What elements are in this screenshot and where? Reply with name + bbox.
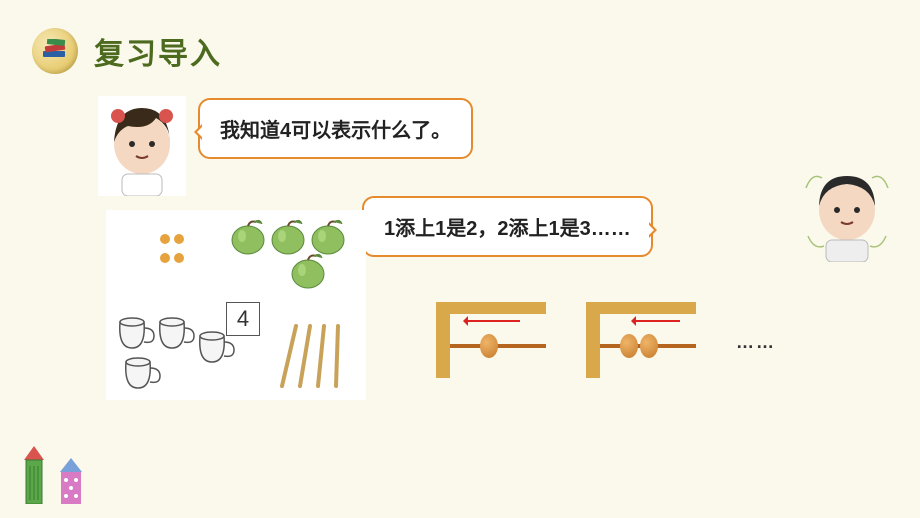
boy-avatar [802,166,892,262]
title-row: 复习导入 [32,28,222,74]
number-box-value: 4 [237,306,249,332]
figure-four-representations: 4 [106,210,366,400]
number-box-four: 4 [226,302,260,336]
abacus-one-bead [436,302,546,382]
girl-avatar [98,96,186,196]
four-apples [226,216,356,301]
pencil-pink-icon [56,458,86,504]
page-title: 复习导入 [94,29,222,73]
abacus-two-beads [586,302,696,382]
books-icon [32,28,78,74]
abacus-row: …… [436,292,786,392]
speech-text-boy: 1添上1是2，2添上1是3…… [384,218,631,240]
four-sticks [276,322,356,397]
pencil-decorations [20,446,86,504]
pencil-green-icon [20,446,48,504]
abacus-ellipsis: …… [736,332,776,353]
speech-bubble-boy: 1添上1是2，2添上1是3…… [362,196,653,257]
four-dots [158,232,186,270]
speech-text-girl: 我知道4可以表示什么了。 [220,120,451,142]
speech-bubble-girl: 我知道4可以表示什么了。 [198,98,473,159]
